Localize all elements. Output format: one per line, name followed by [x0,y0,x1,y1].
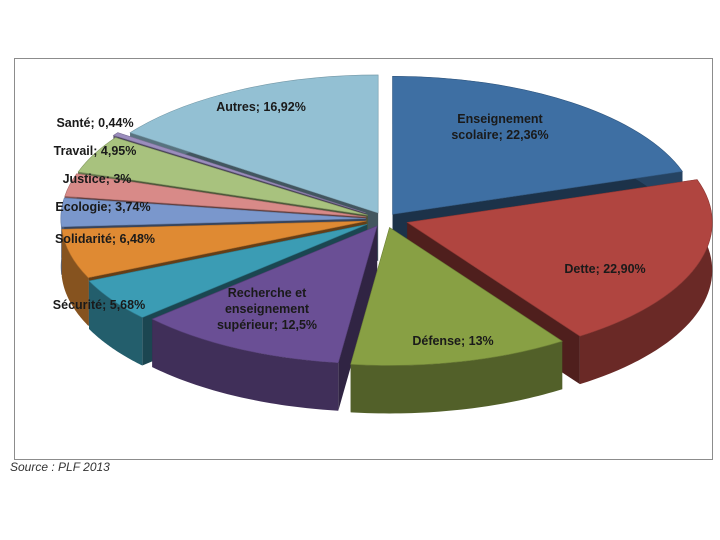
pie-slice-side-defense [350,341,563,414]
pie-slice-top-ecologie [60,197,366,228]
pie-chart: Enseignement scolaire; 22,36% Dette; 22,90… [53,74,713,414]
chart-frame: Enseignement scolaire; 22,36% Dette; 22,90… [14,58,713,460]
slice-label-dette: Dette; 22,90% [564,262,645,276]
slice-label-recherche-et-enseignement-superieur: Recherche et enseignement supérieur; 12,5% [217,286,317,332]
pie-slice-top-travail [77,137,368,216]
slice-label-justice: Justice; 3% [63,172,132,186]
pie-slice-side-dette [579,179,713,385]
slice-label-autres: Autres; 16,92% [216,100,306,114]
pie-slice-recherche-et-enseignement-superieur [151,225,378,411]
pie-slice-top-defense [350,226,563,366]
slice-label-sante: Santé; 0,44% [56,116,133,130]
slice-label-enseignement-scolaire: Enseignement scolaire; 22,36% [451,112,548,142]
pie-slice-top-solidarite [61,220,367,279]
pie-slice-side-recherche-et-enseignement-superieur [152,319,339,411]
pie-slice-top-recherche-et-enseignement-superieur [151,225,378,364]
pie-slice-top-securite [88,224,368,318]
pie-slice-top-autres [129,74,379,214]
pie-slice-side-solidarite [61,229,89,326]
source-note: Source : PLF 2013 [10,460,110,474]
slice-label-securite: Sécurité; 5,68% [53,298,145,312]
slice-label-solidarite: Solidarité; 6,48% [55,232,155,246]
slice-label-travail: Travail; 4,95% [54,144,137,158]
pie-slice-top-sante [112,132,366,214]
slice-label-ecologie: Ecologie; 3,74% [55,200,150,214]
pie-slice-top-justice [64,173,367,218]
pie-slice-top-dette [406,179,713,337]
pie-slice-side-securite [89,280,143,366]
pie-slice-defense [350,226,563,414]
pie-slice-top-enseignement-scolaire [392,76,683,215]
slice-label-defense: Défense; 13% [412,334,493,348]
